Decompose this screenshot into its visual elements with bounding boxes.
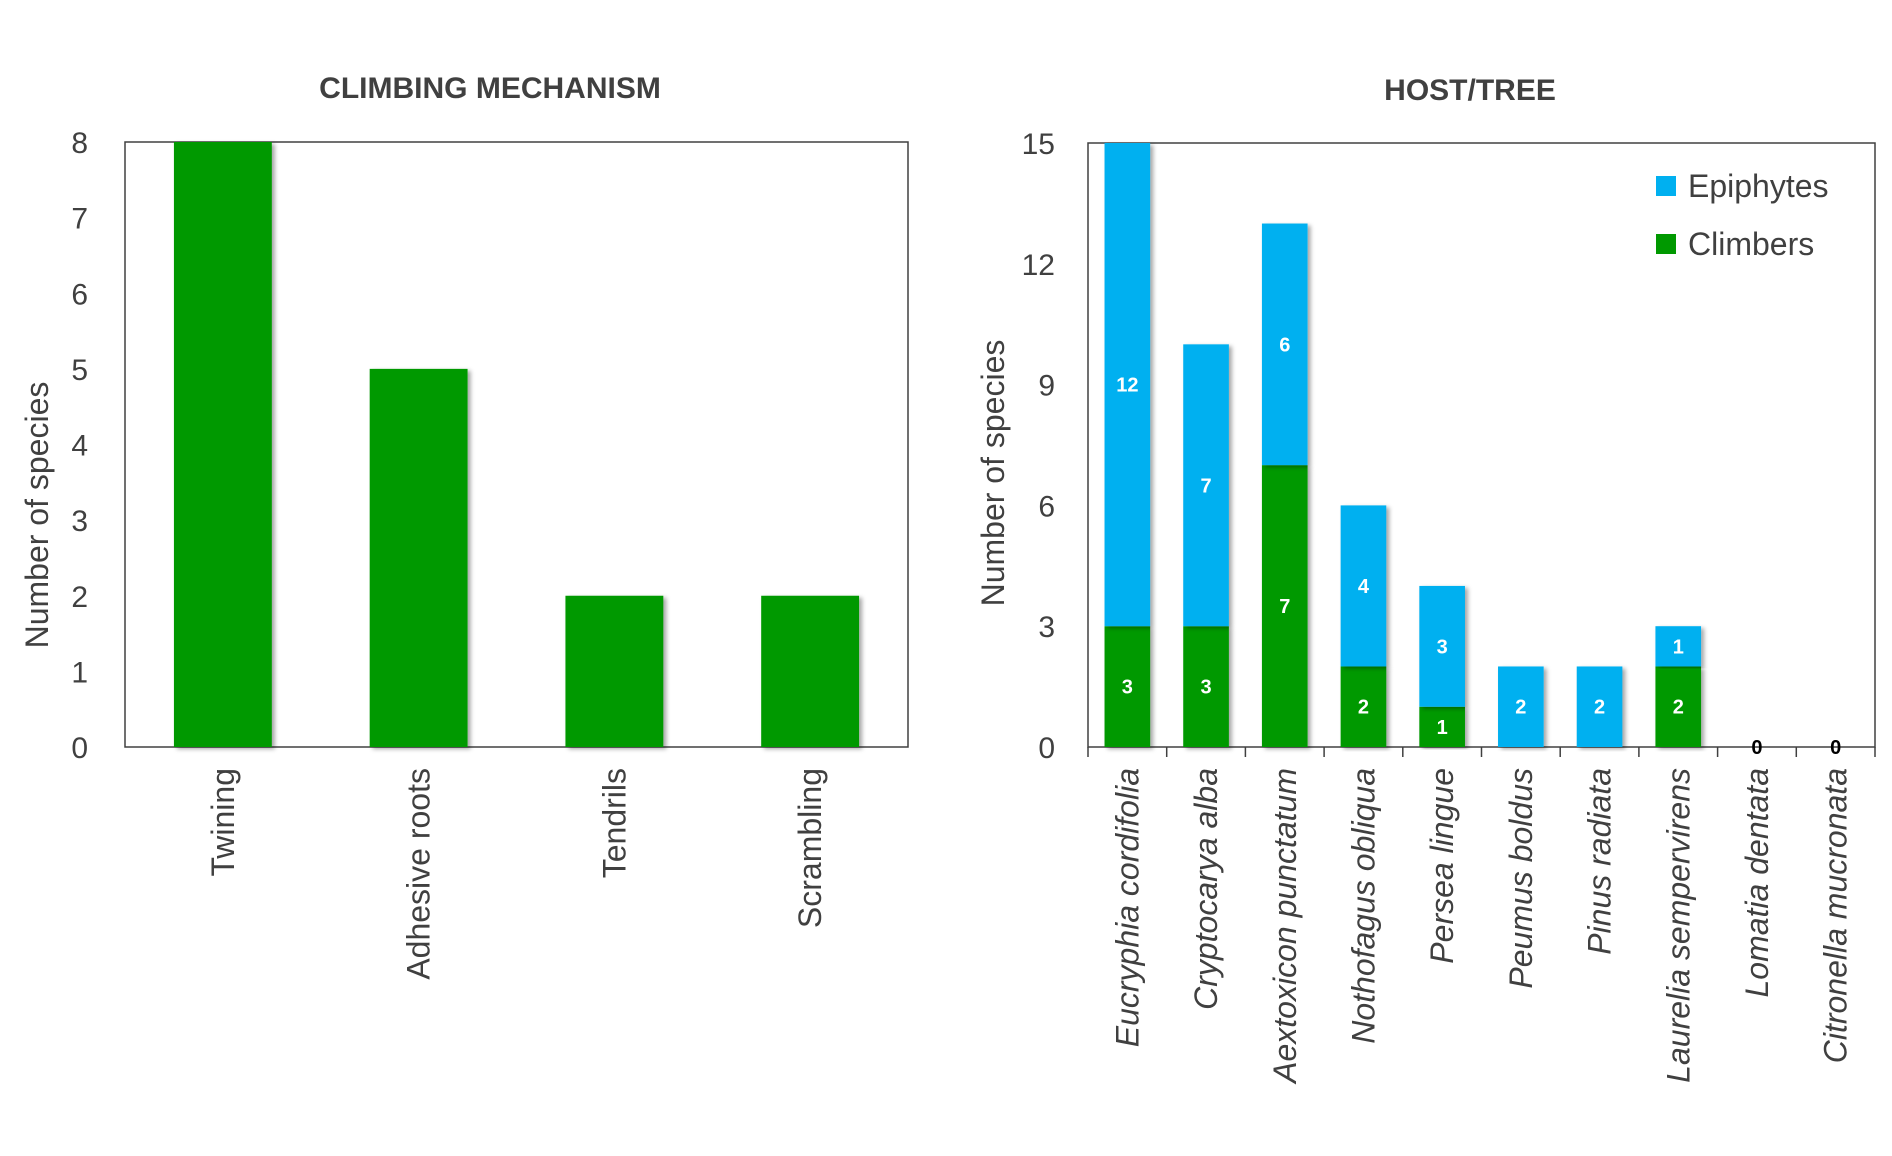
right-category-label: Aextoxicon punctatum xyxy=(1267,768,1303,1085)
right-data-labels: 3 12 3 7 7 6 2 4 1 3 2 2 2 1 0 0 xyxy=(1116,334,1841,759)
right-chart-title: HOST/TREE xyxy=(1384,74,1556,107)
left-category-labels: Twining Adhesive roots Tendrils Scrambling xyxy=(205,768,828,980)
right-bar-epiphytes xyxy=(1104,143,1151,627)
right-category-label: Laurelia sempervirens xyxy=(1660,768,1696,1083)
left-y-tick-label: 5 xyxy=(71,354,88,387)
left-chart-title: CLIMBING MECHANISM xyxy=(319,72,661,105)
right-data-label: 1 xyxy=(1673,636,1684,658)
left-y-axis-label: Number of species xyxy=(19,382,55,649)
right-category-label: Eucryphia cordifolia xyxy=(1109,768,1145,1047)
legend-swatch-climbers xyxy=(1656,234,1676,254)
right-data-label: 2 xyxy=(1358,697,1369,719)
right-bar-epiphytes xyxy=(1655,626,1702,667)
right-legend: Epiphytes Climbers xyxy=(1656,168,1829,262)
right-y-tick-label: 3 xyxy=(1038,611,1055,644)
right-bar-climbers xyxy=(1419,706,1465,747)
left-y-tick-label: 4 xyxy=(71,430,88,463)
right-y-tick-label: 6 xyxy=(1038,490,1055,523)
right-bar-epiphytes xyxy=(1576,666,1623,747)
right-category-label: Pinus radiata xyxy=(1582,768,1618,955)
right-data-label: 12 xyxy=(1116,375,1138,397)
right-category-label: Cryptocarya alba xyxy=(1188,768,1224,1010)
left-y-tick-label: 3 xyxy=(71,505,88,538)
right-bar-climbers xyxy=(1104,626,1151,747)
left-category-label: Twining xyxy=(205,768,241,877)
right-data-label-zero: 0 xyxy=(1830,737,1841,759)
legend-label-epiphytes: Epiphytes xyxy=(1688,168,1829,204)
right-bar-epiphytes xyxy=(1498,666,1544,747)
right-data-label: 3 xyxy=(1200,677,1211,699)
left-y-ticks: 0 1 2 3 4 5 6 7 8 xyxy=(71,127,88,765)
right-y-ticks: 0 3 6 9 12 15 xyxy=(1022,128,1055,765)
right-y-tick-label: 9 xyxy=(1038,370,1055,403)
left-plot-area-border xyxy=(124,141,909,748)
right-x-ticks xyxy=(1087,747,1876,757)
left-bar xyxy=(761,595,860,747)
left-y-tick-label: 8 xyxy=(71,127,88,160)
left-y-tick-label: 6 xyxy=(71,278,88,311)
left-bar xyxy=(565,595,664,747)
right-data-label: 2 xyxy=(1515,697,1526,719)
right-data-label: 2 xyxy=(1673,697,1684,719)
right-y-tick-label: 15 xyxy=(1022,128,1055,161)
left-bars xyxy=(173,142,860,747)
right-data-label-zero: 0 xyxy=(1751,737,1762,759)
left-category-label: Tendrils xyxy=(596,768,632,878)
right-category-label: Peumus boldus xyxy=(1503,768,1539,989)
right-y-tick-label: 0 xyxy=(1038,732,1055,765)
right-category-labels: Eucryphia cordifolia Cryptocarya alba Aext… xyxy=(1109,768,1853,1085)
right-bar-climbers xyxy=(1261,465,1308,747)
right-y-axis-label: Number of species xyxy=(975,340,1011,607)
left-category-label: Scrambling xyxy=(792,768,828,928)
right-data-label: 1 xyxy=(1437,717,1448,739)
right-bar-epiphytes xyxy=(1261,223,1308,466)
left-y-tick-label: 2 xyxy=(71,581,88,614)
right-data-label: 7 xyxy=(1279,596,1290,618)
right-data-label: 4 xyxy=(1358,576,1370,598)
right-data-label: 7 xyxy=(1200,475,1211,497)
right-bar-climbers xyxy=(1655,666,1702,747)
right-bar-climbers xyxy=(1183,626,1229,747)
left-bar xyxy=(369,368,468,747)
left-y-tick-label: 7 xyxy=(71,203,88,236)
legend-swatch-epiphytes xyxy=(1656,176,1676,196)
right-bar-epiphytes xyxy=(1183,344,1229,627)
right-category-label: Lomatia dentata xyxy=(1739,768,1775,998)
right-y-tick-label: 12 xyxy=(1022,249,1055,282)
right-category-label: Citronella mucronata xyxy=(1818,768,1854,1063)
legend-label-climbers: Climbers xyxy=(1688,226,1814,262)
right-bar-climbers xyxy=(1340,666,1387,747)
right-bar-epiphytes xyxy=(1419,585,1465,707)
right-category-label: Persea lingue xyxy=(1424,768,1460,964)
left-category-label: Adhesive roots xyxy=(401,768,437,980)
left-y-tick-label: 1 xyxy=(71,656,88,689)
left-y-tick-label: 0 xyxy=(71,732,88,765)
right-data-label: 2 xyxy=(1594,697,1605,719)
right-bar-epiphytes xyxy=(1340,505,1387,667)
climbing-mechanism-chart: CLIMBING MECHANISM Number of species 0 1 2… xyxy=(19,72,909,980)
right-data-label: 6 xyxy=(1279,334,1290,356)
right-category-label: Nothofagus obliqua xyxy=(1345,768,1381,1044)
right-data-label: 3 xyxy=(1122,677,1133,699)
left-bar xyxy=(173,142,272,747)
right-bars xyxy=(1104,143,1702,747)
right-data-label: 3 xyxy=(1437,636,1448,658)
